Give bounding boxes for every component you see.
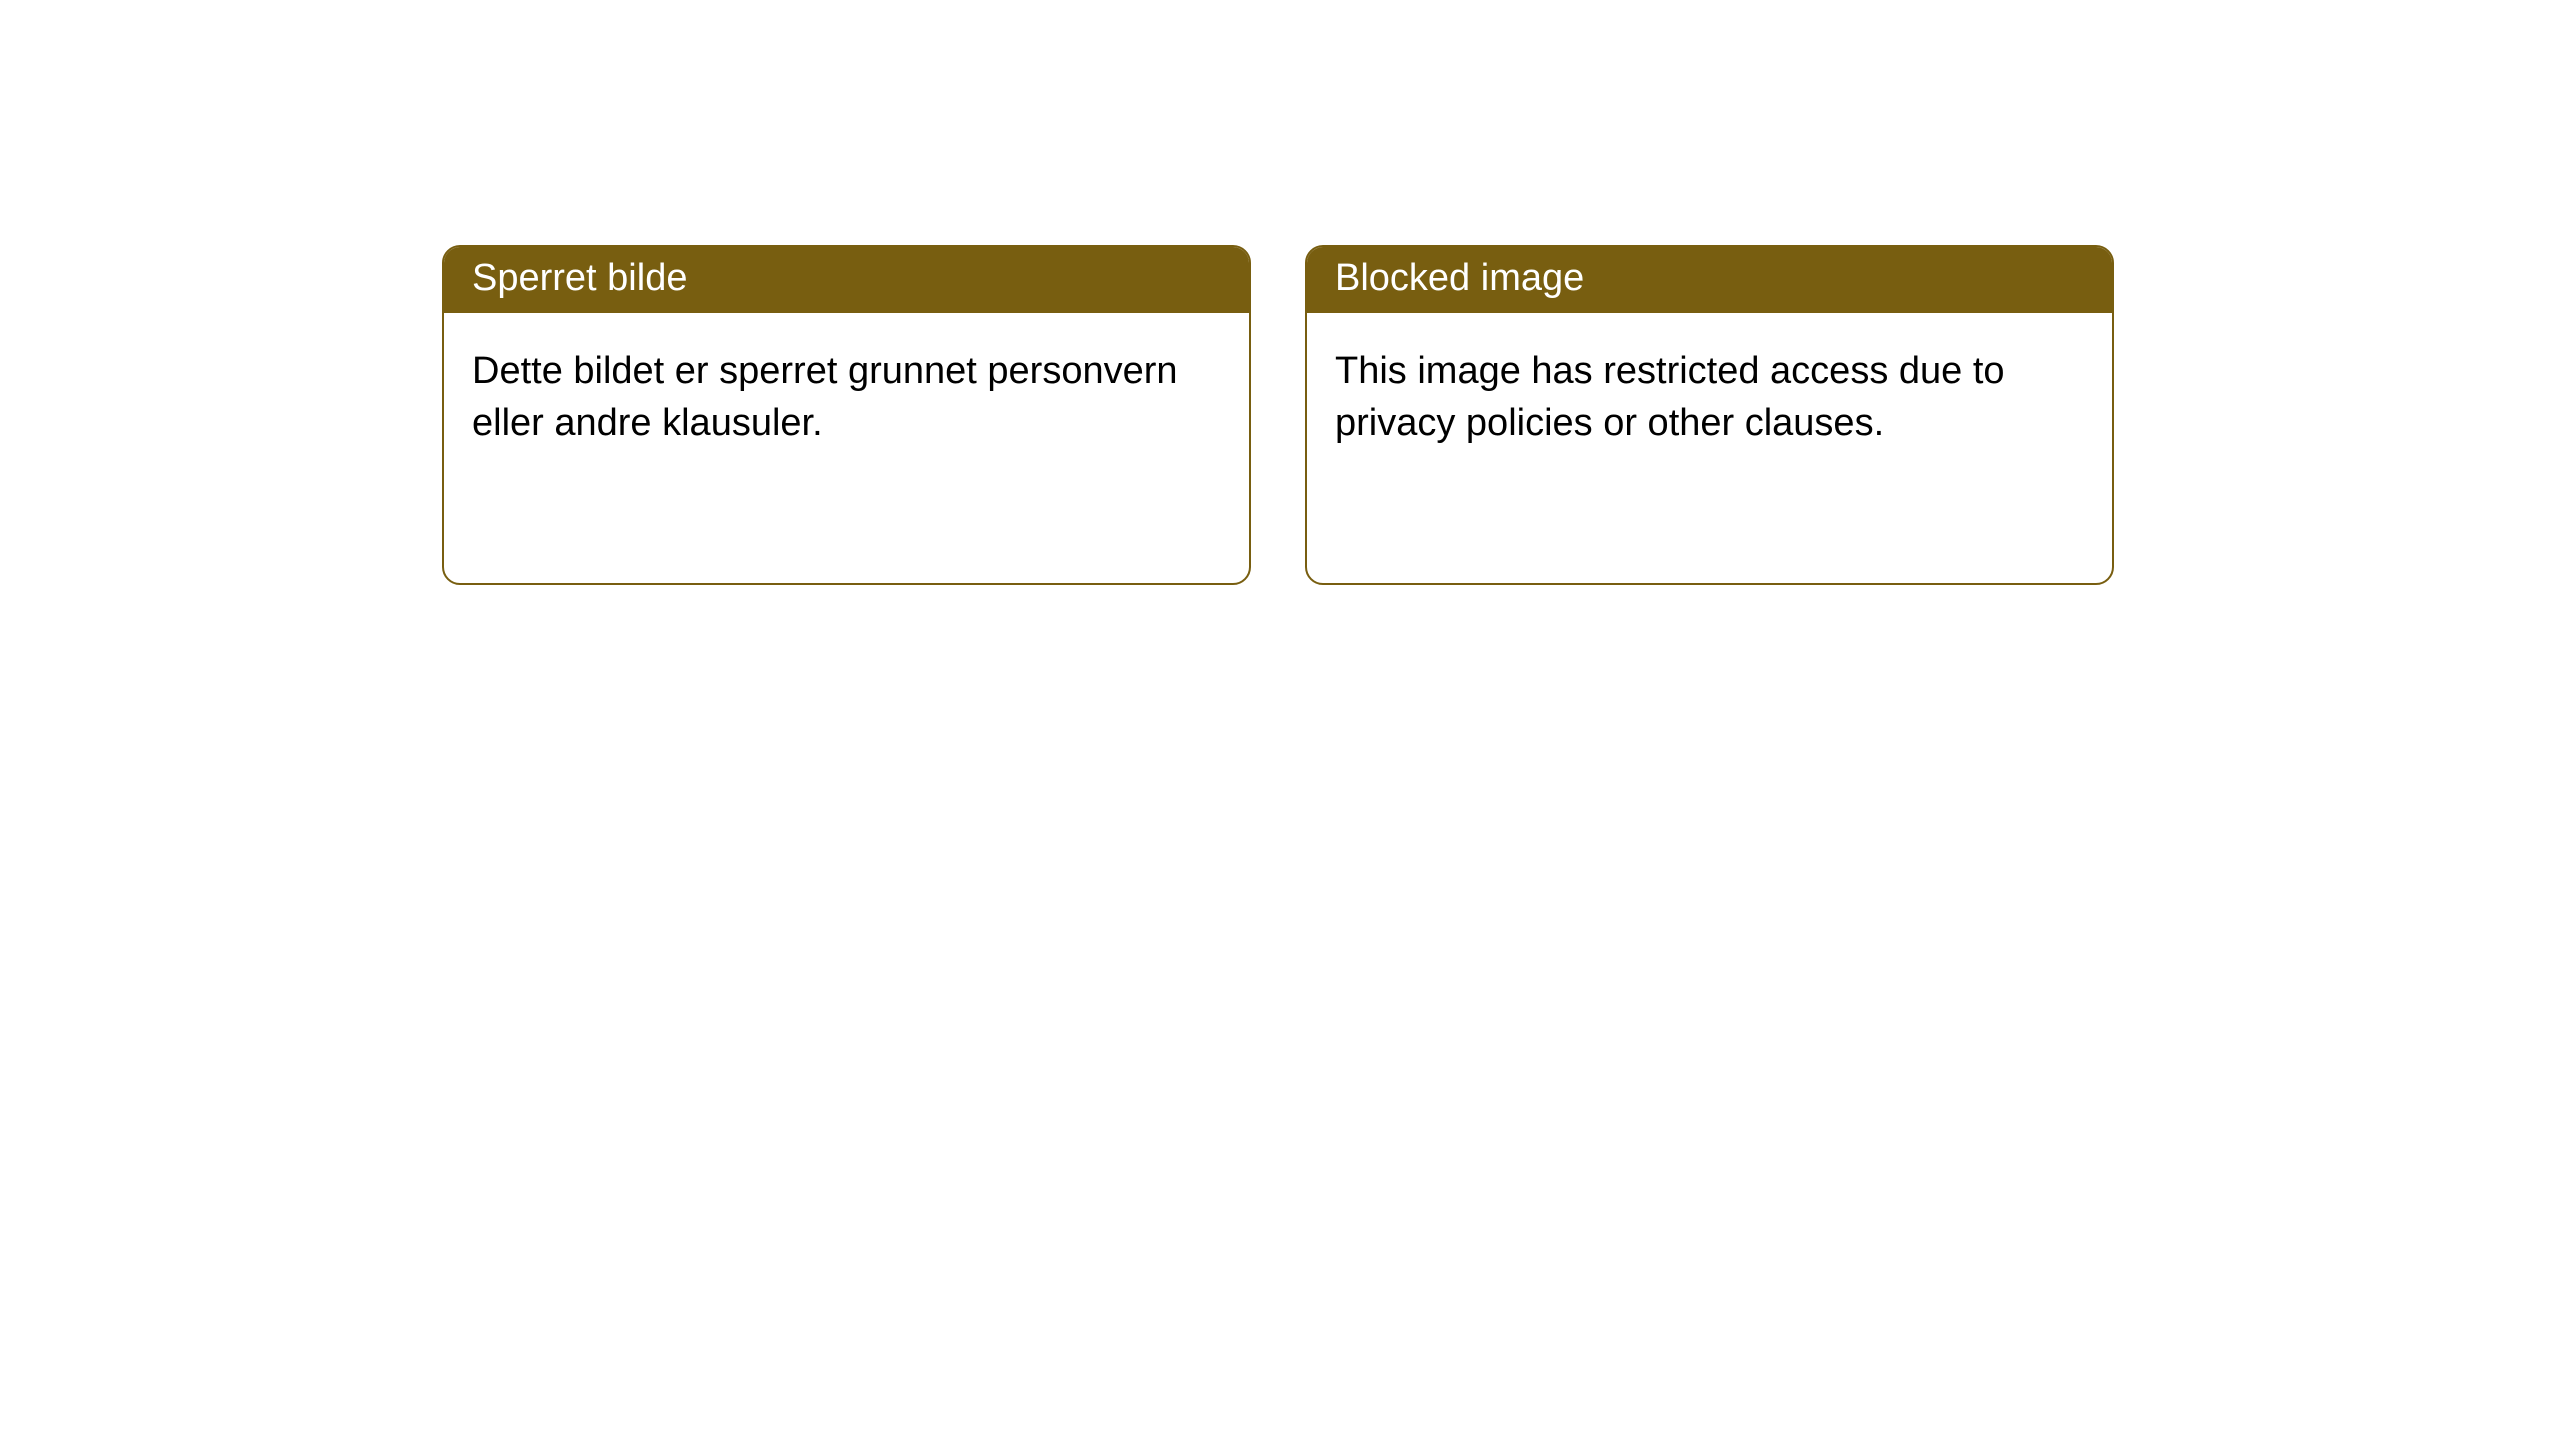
notice-card-body: This image has restricted access due to … (1307, 313, 2112, 583)
notice-card-text: Dette bildet er sperret grunnet personve… (472, 345, 1221, 449)
notice-card-row: Sperret bilde Dette bildet er sperret gr… (0, 0, 2560, 585)
notice-card-norwegian: Sperret bilde Dette bildet er sperret gr… (442, 245, 1251, 585)
notice-card-text: This image has restricted access due to … (1335, 345, 2084, 449)
notice-card-title: Sperret bilde (444, 247, 1249, 313)
notice-card-title: Blocked image (1307, 247, 2112, 313)
notice-card-english: Blocked image This image has restricted … (1305, 245, 2114, 585)
notice-card-body: Dette bildet er sperret grunnet personve… (444, 313, 1249, 583)
